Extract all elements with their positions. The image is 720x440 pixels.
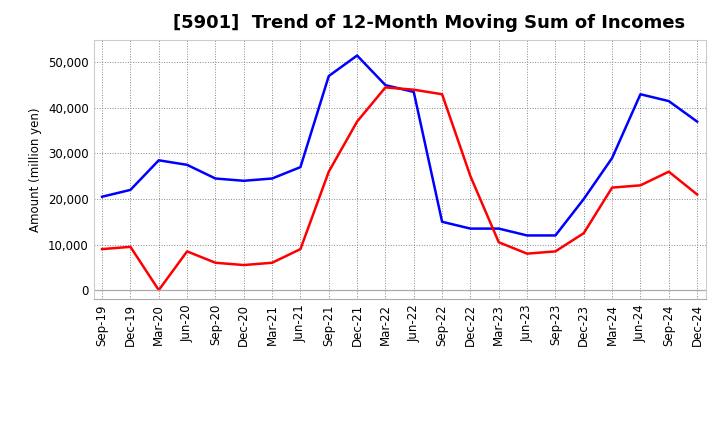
Net Income <box>155 287 163 293</box>
Net Income <box>466 174 474 179</box>
Ordinary Income <box>551 233 559 238</box>
Net Income <box>523 251 531 256</box>
Net Income <box>126 244 135 249</box>
Net Income <box>495 240 503 245</box>
Ordinary Income <box>523 233 531 238</box>
Ordinary Income <box>381 83 390 88</box>
Net Income <box>438 92 446 97</box>
Net Income <box>98 246 107 252</box>
Ordinary Income <box>155 158 163 163</box>
Y-axis label: Amount (million yen): Amount (million yen) <box>30 107 42 231</box>
Ordinary Income <box>693 119 701 124</box>
Ordinary Income <box>665 99 673 104</box>
Net Income <box>240 262 248 268</box>
Ordinary Income <box>240 178 248 183</box>
Ordinary Income <box>438 219 446 224</box>
Ordinary Income <box>126 187 135 193</box>
Net Income <box>665 169 673 174</box>
Net Income <box>325 169 333 174</box>
Ordinary Income <box>98 194 107 199</box>
Net Income <box>381 85 390 90</box>
Net Income <box>268 260 276 265</box>
Ordinary Income <box>211 176 220 181</box>
Net Income <box>693 192 701 197</box>
Net Income <box>551 249 559 254</box>
Line: Net Income: Net Income <box>102 88 697 290</box>
Text: [5901]  Trend of 12-Month Moving Sum of Incomes: [5901] Trend of 12-Month Moving Sum of I… <box>174 15 685 33</box>
Net Income <box>211 260 220 265</box>
Ordinary Income <box>296 165 305 170</box>
Net Income <box>296 246 305 252</box>
Net Income <box>636 183 644 188</box>
Ordinary Income <box>325 73 333 79</box>
Ordinary Income <box>608 155 616 161</box>
Line: Ordinary Income: Ordinary Income <box>102 55 697 235</box>
Net Income <box>410 87 418 92</box>
Ordinary Income <box>268 176 276 181</box>
Net Income <box>608 185 616 190</box>
Net Income <box>353 119 361 124</box>
Ordinary Income <box>580 196 588 202</box>
Net Income <box>183 249 192 254</box>
Net Income <box>580 231 588 236</box>
Ordinary Income <box>466 226 474 231</box>
Ordinary Income <box>636 92 644 97</box>
Ordinary Income <box>410 89 418 95</box>
Ordinary Income <box>353 53 361 58</box>
Ordinary Income <box>183 162 192 168</box>
Ordinary Income <box>495 226 503 231</box>
